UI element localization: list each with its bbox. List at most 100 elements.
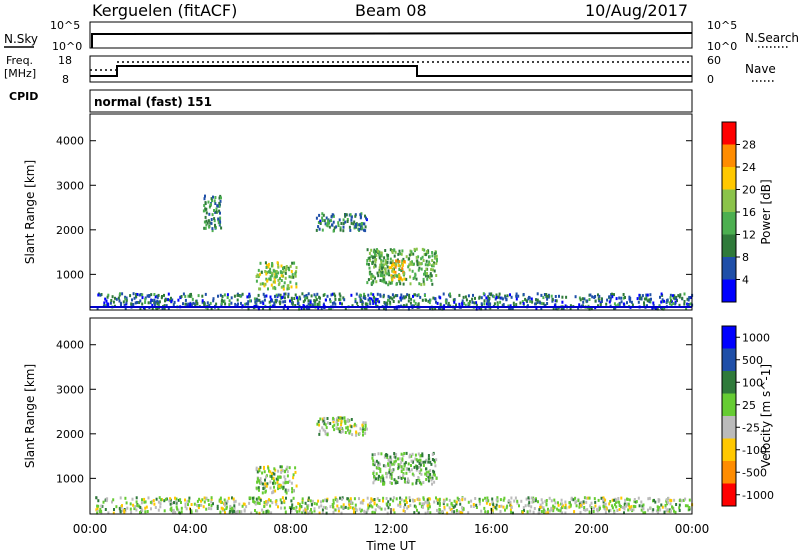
velocity-cell	[184, 502, 187, 506]
velocity-cell	[358, 432, 361, 435]
velocity-cell	[348, 431, 351, 435]
power-cell	[615, 297, 618, 301]
velocity-cell	[332, 420, 335, 424]
velocity-cell	[280, 501, 283, 505]
power-cell	[180, 295, 183, 298]
velocity-cell	[399, 496, 402, 500]
velocity-cell	[381, 479, 384, 483]
power-cell	[167, 292, 170, 296]
power-cell	[373, 248, 376, 252]
power-cell	[216, 204, 219, 208]
power-cell	[676, 299, 678, 303]
velocity-cell	[522, 506, 525, 510]
power-cell	[294, 274, 297, 278]
nsearch-tick-bottom: 10^0	[707, 40, 737, 53]
velocity-cell	[220, 506, 223, 510]
velocity-cell	[341, 430, 344, 434]
power-cell	[393, 295, 396, 299]
power-cell	[431, 264, 433, 268]
power-cell	[253, 297, 256, 301]
velocity-cell	[310, 508, 312, 511]
velocity-cell	[423, 502, 426, 506]
velocity-cell	[255, 511, 258, 515]
velocity-cell	[533, 507, 536, 510]
velocity-cell	[353, 497, 356, 501]
power-cell	[395, 307, 398, 311]
power-cell	[485, 296, 488, 300]
power-cell	[294, 293, 297, 297]
power-cell	[275, 273, 278, 277]
power-cell	[433, 252, 436, 256]
power-cell	[340, 222, 343, 225]
power-cell	[486, 302, 488, 306]
power-cell	[363, 222, 366, 226]
power-cell	[226, 293, 229, 297]
velocity-cell	[628, 506, 631, 510]
velocity-cell	[341, 497, 343, 501]
velocity-cell	[310, 502, 313, 506]
power-cell	[273, 276, 276, 280]
velocity-cell	[393, 452, 396, 455]
power-cell	[423, 248, 426, 252]
power-frame	[89, 113, 693, 311]
velocity-cell	[470, 499, 473, 503]
velocity-cell	[387, 458, 390, 462]
power-cell	[374, 301, 377, 305]
velocity-cell	[392, 468, 395, 472]
velocity-cell	[353, 510, 355, 514]
power-cell	[445, 301, 448, 305]
power-colorbar-label: Power [dB]	[759, 179, 773, 244]
power-cell	[417, 268, 420, 272]
power-cell	[411, 269, 414, 273]
velocity-cell	[382, 479, 385, 483]
power-cell	[392, 268, 395, 271]
power-cell	[392, 270, 395, 274]
velocity-cell	[174, 500, 177, 504]
power-cell	[499, 300, 502, 304]
power-cell	[517, 294, 520, 298]
power-cell	[146, 294, 149, 298]
power-cell	[394, 294, 397, 298]
power-cell	[398, 260, 401, 264]
power-cell	[338, 292, 341, 296]
power-cell	[399, 252, 402, 256]
power-cell	[622, 302, 625, 306]
power-cell	[387, 271, 390, 275]
power-cell	[436, 258, 438, 262]
power-cell	[409, 275, 412, 279]
velocity-cell	[271, 491, 274, 495]
power-cell	[370, 292, 373, 296]
velocity-cell	[413, 511, 416, 515]
power-cell	[342, 225, 345, 229]
power-cell	[256, 273, 259, 277]
power-cell	[420, 257, 423, 261]
velocity-cell	[129, 502, 132, 506]
power-cell	[463, 301, 466, 305]
power-cell	[265, 266, 268, 269]
power-cell	[208, 225, 211, 229]
velocity-cell	[628, 504, 630, 508]
power-cell	[389, 302, 392, 306]
velocity-cell	[372, 481, 375, 485]
power-cell	[105, 304, 108, 308]
power-cell	[488, 297, 491, 300]
power-cell	[153, 298, 156, 302]
power-cell	[300, 306, 303, 310]
velocity-cell	[518, 504, 520, 508]
power-cell	[205, 207, 208, 211]
power-cell	[369, 302, 372, 306]
freq-label: Freq.	[6, 54, 33, 67]
velocity-cell	[104, 498, 107, 502]
power-cell	[398, 249, 401, 253]
power-cell	[489, 302, 492, 306]
velocity-cell	[261, 471, 264, 475]
power-cell	[372, 279, 375, 283]
power-colorbar-tick-label: 16	[742, 206, 756, 219]
velocity-cell	[400, 498, 403, 502]
velocity-cell	[359, 501, 362, 505]
velocity-cell	[372, 459, 375, 463]
power-cell	[399, 282, 402, 286]
power-cell	[379, 279, 382, 282]
power-cell	[432, 268, 434, 272]
power-cell	[499, 296, 502, 300]
